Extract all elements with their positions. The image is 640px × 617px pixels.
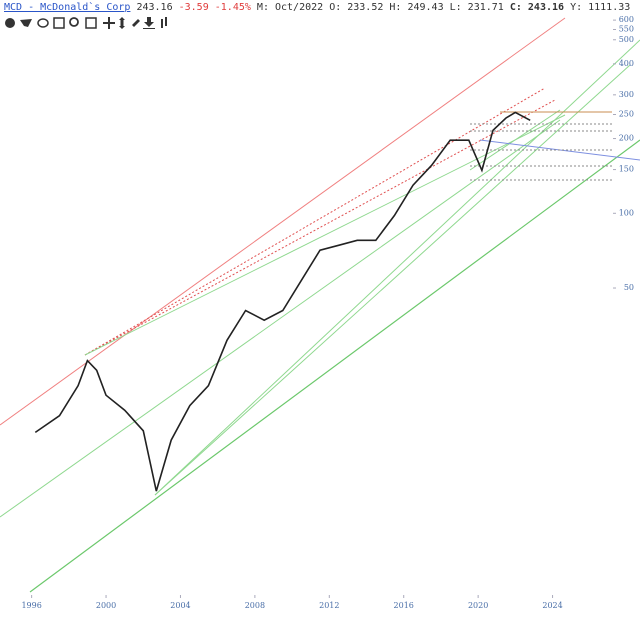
change-pct: -1.45% [214, 2, 251, 13]
icon-dashboard[interactable] [5, 18, 15, 28]
icon-link[interactable] [132, 19, 140, 27]
price-line [34, 111, 531, 492]
y-tick-label: 250 [619, 109, 634, 118]
icon-search[interactable] [69, 17, 79, 27]
x-tick-label: 2008 [245, 601, 265, 610]
low: L: 231.71 [449, 2, 504, 13]
icon-calendar[interactable] [85, 17, 97, 29]
high: H: 249.43 [389, 2, 444, 13]
quote-header: MCD - McDonald`s Corp 243.16 -3.59 -1.45… [4, 2, 630, 13]
x-tick-label: 2020 [468, 601, 488, 610]
x-tick-label: 2016 [394, 601, 414, 610]
period: M: Oct/2022 [256, 2, 324, 13]
x-tick-label: 2000 [96, 601, 116, 610]
y-tick-label: 150 [619, 165, 634, 174]
icon-list[interactable] [53, 17, 65, 29]
close: C: 243.16 [509, 2, 565, 13]
y-tick-label: 400 [619, 59, 634, 68]
cursor-y: Y: 1111.33 [570, 2, 631, 13]
y-tick-label: 550 [619, 24, 634, 33]
y-tick-label: 300 [619, 90, 634, 99]
last: 243.16 [136, 2, 173, 13]
trendlines [0, 17, 640, 593]
x-tick-label: 2024 [542, 601, 562, 610]
symbol[interactable]: MCD - McDonald`s Corp [4, 2, 131, 13]
change: -3.59 [178, 2, 209, 13]
icon-twitter[interactable] [20, 19, 32, 27]
icon-crosshair[interactable] [103, 17, 115, 29]
open: O: 233.52 [329, 2, 384, 13]
icon-download[interactable] [143, 17, 155, 29]
y-tick-label: 100 [619, 208, 634, 217]
y-tick-label: 500 [619, 35, 634, 44]
y-tick-label: 200 [619, 134, 634, 143]
y-tick-label: 600 [619, 15, 634, 24]
icon-comment[interactable] [37, 18, 49, 28]
x-tick-label: 2004 [170, 601, 190, 610]
x-tick-label: 2012 [319, 601, 339, 610]
toolbar [5, 17, 167, 29]
icon-move[interactable] [119, 17, 125, 29]
y-tick-label: 50 [624, 283, 634, 292]
x-tick-label: 1996 [21, 601, 41, 610]
icon-candles[interactable] [161, 19, 163, 28]
